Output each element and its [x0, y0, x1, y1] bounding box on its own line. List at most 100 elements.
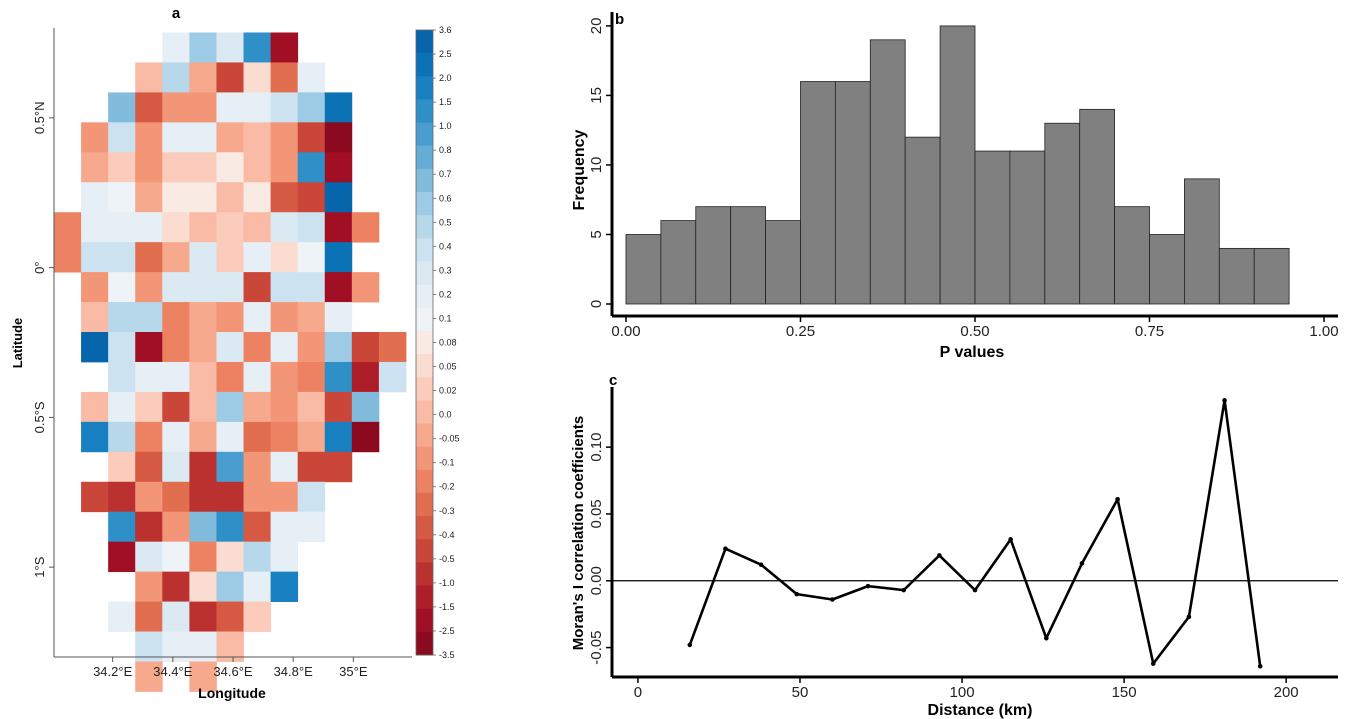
colorbar-label: 0.08 [439, 338, 457, 348]
heatmap-cell [324, 451, 353, 483]
heatmap-cell [189, 391, 217, 423]
y-tick-label: 0.00 [588, 566, 605, 595]
heatmap-cell [243, 122, 272, 153]
heatmap-cell [162, 541, 190, 573]
x-tick-label: 200 [1274, 684, 1299, 701]
heatmap-cell [297, 361, 326, 393]
data-point [937, 553, 942, 558]
heatmap-cell [324, 92, 353, 123]
heatmap-cell [162, 122, 190, 153]
heatmap-cell [108, 212, 136, 243]
histogram-bar [1044, 122, 1081, 305]
heatmap-cell [243, 601, 272, 632]
heatmap-cell [351, 421, 380, 453]
data-point [758, 562, 764, 568]
heatmap-cell [270, 122, 299, 153]
heatmap-cell [216, 541, 244, 573]
x-tick-label: 0.25 [786, 323, 815, 340]
heatmap-cell [108, 332, 136, 363]
colorbar-swatch [416, 215, 433, 239]
heatmap-cell [243, 451, 272, 483]
heatmap-cell [270, 92, 299, 123]
panel-c: c 0 50 100 150 200 -0.05 0.00 0.05 0.10 Distanc… [570, 372, 1338, 719]
heatmap-cell [270, 421, 299, 453]
y-tick-label: 0.05 [588, 499, 605, 528]
heatmap-cell [297, 391, 326, 423]
heatmap-cell [108, 302, 136, 333]
panel-c-y-ticks: -0.05 0.00 0.05 0.10 [588, 433, 612, 665]
heatmap-cell [54, 212, 82, 243]
panel-b-y-axis-title: Frequency [571, 129, 588, 210]
heatmap-cell [108, 421, 136, 453]
heatmap-cell [270, 212, 299, 243]
colorbar-swatch [416, 631, 433, 656]
histogram-bar [660, 220, 697, 305]
colorbar-label: 0.5 [439, 217, 452, 227]
colorbar: 3.6 2.5 2.0 1.5 1.0 0.8 0.7 0.6 0.5 0.4 0.3 0.2 0.1 0… [415, 25, 460, 660]
data-point [687, 642, 693, 648]
panel-b-y-ticks: 0 5 10 15 20 [588, 18, 612, 308]
heatmap-cell [135, 391, 163, 423]
data-point [1222, 398, 1227, 403]
data-point [1079, 561, 1085, 566]
heatmap-cell [270, 541, 299, 573]
heatmap-cell [324, 272, 353, 303]
colorbar-label: 0.6 [439, 193, 452, 203]
colorbar-swatch [416, 516, 433, 540]
heatmap-cells [54, 32, 407, 692]
heatmap-cell [270, 481, 299, 513]
heatmap-cell [81, 212, 109, 243]
y-tick-label: 15 [588, 87, 605, 104]
heatmap-cell [324, 302, 353, 333]
y-tick-label: 0° [32, 261, 47, 273]
heatmap-cell [189, 212, 217, 243]
y-tick-label: 0.5°N [32, 102, 47, 135]
heatmap-cell [189, 541, 217, 573]
panel-a-x-ticks: 34.2°E 34.4°E 34.6°E 34.8°E 35°E [93, 657, 368, 679]
x-tick-label: 50 [792, 684, 809, 701]
heatmap-cell [108, 122, 136, 153]
colorbar-label: -0.1 [439, 458, 455, 468]
heatmap-cell [135, 421, 163, 453]
histogram-bar [834, 81, 871, 305]
heatmap-cell [270, 272, 299, 303]
heatmap-cell [216, 272, 244, 303]
panel-b: b 0.00 0.25 0.50 0.75 1.00 0 5 10 15 20 P values… [571, 11, 1339, 361]
heatmap-cell [243, 541, 272, 573]
heatmap-cell [162, 32, 190, 63]
colorbar-label: 1.5 [439, 97, 452, 107]
histogram-bar [765, 220, 801, 305]
heatmap-cell [108, 272, 136, 303]
heatmap-cell [378, 361, 407, 393]
heatmap-cell [297, 152, 326, 183]
heatmap-cell [297, 182, 326, 213]
heatmap-cell [243, 571, 272, 602]
y-tick-label: 0 [588, 300, 605, 308]
heatmap-cell [324, 391, 353, 423]
panel-a-y-ticks: 0.5°N 0° 0.5°S 1°S [32, 102, 54, 578]
colorbar-label: 2.0 [439, 73, 452, 83]
colorbar-label: 0.1 [439, 313, 452, 323]
data-point [723, 546, 728, 552]
colorbar-label: -0.4 [439, 530, 455, 540]
heatmap-cell [297, 272, 326, 303]
heatmap-cell [243, 32, 272, 63]
x-tick-label: 34.8°E [274, 664, 314, 679]
heatmap-cell [351, 361, 380, 393]
heatmap-cell [189, 421, 217, 453]
heatmap-cell [243, 391, 272, 423]
heatmap-cell [324, 421, 353, 453]
heatmap-cell [108, 451, 136, 483]
data-point [1150, 661, 1156, 666]
heatmap-cell [243, 272, 272, 303]
data-point [972, 587, 978, 593]
heatmap-cell [135, 92, 163, 123]
heatmap-cell [162, 212, 190, 243]
panel-c-x-axis-title: Distance (km) [928, 702, 1033, 719]
histogram-bar [1009, 150, 1046, 305]
heatmap-cell [216, 92, 244, 123]
heatmap-cell [135, 601, 163, 632]
y-tick-label: 0.5°S [32, 401, 47, 433]
heatmap-cell [351, 391, 380, 423]
